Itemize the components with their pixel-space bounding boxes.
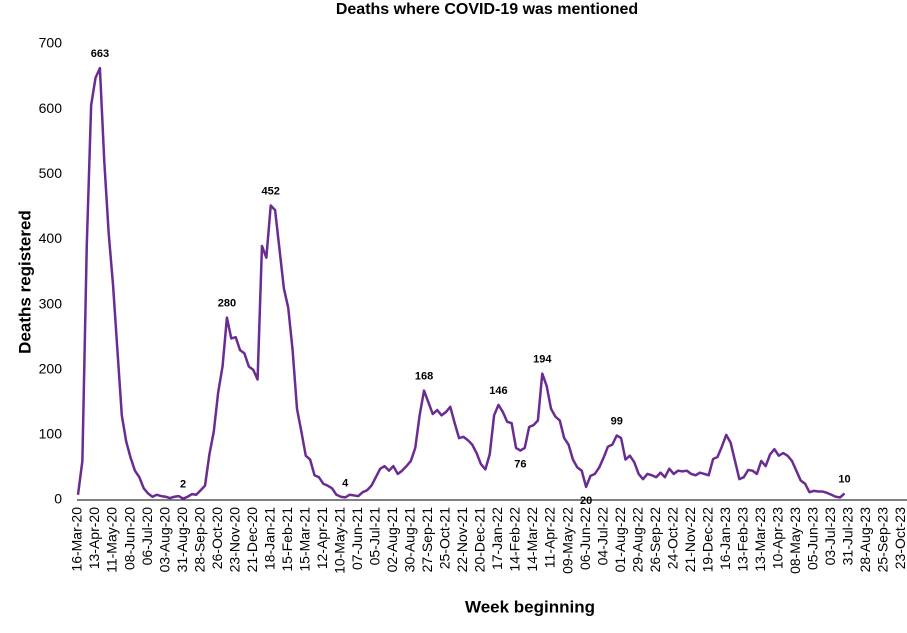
data-label: 168 — [415, 370, 433, 382]
x-tick-label: 09-May-22 — [559, 507, 575, 574]
y-tick-label: 300 — [39, 295, 63, 311]
data-label: 280 — [218, 298, 236, 310]
x-axis-title: Week beginning — [465, 597, 595, 616]
x-tick-label: 29-Aug-22 — [629, 507, 645, 573]
x-tick-label: 30-Aug-21 — [402, 507, 418, 573]
x-tick-label: 15-Feb-21 — [279, 507, 295, 572]
x-tick-label: 25-Sep-23 — [875, 507, 891, 573]
data-label: 4 — [342, 477, 349, 489]
x-tick-label: 10-Apr-23 — [770, 507, 786, 569]
x-tick-label: 26-Sep-22 — [647, 507, 663, 573]
x-tick-label: 28-Sep-20 — [191, 507, 207, 573]
x-tick-label: 20-Dec-21 — [472, 507, 488, 573]
chart-title: Deaths where COVID-19 was mentioned — [336, 1, 638, 18]
data-label: 663 — [91, 48, 109, 60]
y-tick-label: 500 — [39, 165, 63, 181]
x-tick-label: 31-Jul-23 — [840, 507, 856, 566]
x-tick-label: 03-Aug-20 — [156, 507, 172, 573]
y-tick-label: 0 — [54, 491, 62, 507]
x-tick-label: 23-Nov-20 — [226, 507, 242, 573]
y-tick-label: 700 — [39, 35, 63, 51]
y-axis-title: Deaths registered — [15, 210, 34, 354]
x-tick-label: 13-Feb-23 — [734, 507, 750, 572]
x-tick-label: 08-May-23 — [787, 507, 803, 574]
x-tick-label: 02-Aug-21 — [384, 507, 400, 573]
x-tick-label: 15-Mar-21 — [296, 507, 312, 572]
x-tick-label: 26-Oct-20 — [209, 507, 225, 569]
x-tick-label: 14-Mar-22 — [524, 507, 540, 572]
data-label: 20 — [580, 495, 592, 507]
data-label: 194 — [533, 354, 552, 366]
x-tick-label: 13-Apr-20 — [86, 507, 102, 569]
x-tick-label: 06-Jun-22 — [577, 507, 593, 570]
x-tick-label: 10-May-21 — [332, 507, 348, 574]
x-tick-label: 25-Oct-21 — [437, 507, 453, 569]
y-tick-label: 200 — [39, 360, 63, 376]
x-tick-label: 24-Oct-22 — [664, 507, 680, 569]
data-label: 99 — [611, 415, 623, 427]
x-tick-label: 07-Jun-21 — [349, 507, 365, 570]
x-tick-label: 12-Apr-21 — [314, 507, 330, 569]
y-tick-label: 100 — [39, 426, 63, 442]
data-line — [76, 66, 846, 500]
x-tick-label: 11-May-20 — [104, 507, 120, 573]
x-tick-label: 03-Jul-23 — [822, 507, 838, 566]
x-tick-label: 19-Dec-22 — [699, 507, 715, 573]
x-tick-label: 01-Aug-22 — [612, 507, 628, 573]
x-tick-label: 05-Jul-21 — [367, 507, 383, 566]
x-tick-label: 22-Nov-21 — [454, 507, 470, 573]
data-label: 76 — [514, 458, 526, 470]
data-label: 146 — [489, 385, 507, 397]
x-tick-label: 21-Dec-20 — [244, 507, 260, 573]
x-tick-label: 08-Jun-20 — [121, 507, 137, 570]
x-tick-label: 16-Mar-20 — [69, 507, 85, 572]
x-tick-label: 21-Nov-22 — [682, 507, 698, 573]
y-tick-label: 600 — [39, 100, 63, 116]
data-label: 2 — [180, 479, 186, 491]
x-tick-label: 16-Jan-23 — [717, 507, 733, 570]
x-tick-label: 14-Feb-22 — [507, 507, 523, 572]
x-tick-label: 05-Jun-23 — [805, 507, 821, 570]
x-tick-label: 13-Mar-23 — [752, 507, 768, 572]
y-tick-label: 400 — [39, 230, 63, 246]
x-tick-label: 27-Sep-21 — [419, 507, 435, 573]
data-label: 10 — [838, 473, 850, 485]
x-tick-label: 23-Oct-23 — [892, 507, 907, 569]
x-tick-label: 28-Aug-23 — [857, 507, 873, 573]
x-tick-label: 18-Jan-21 — [261, 507, 277, 570]
x-tick-label: 04-Jul-22 — [594, 507, 610, 566]
x-tick-label: 31-Aug-20 — [174, 507, 190, 573]
x-tick-label: 11-Apr-22 — [542, 507, 558, 568]
x-tick-label: 06-Jul-20 — [139, 507, 155, 566]
data-label: 452 — [262, 185, 280, 197]
x-tick-label: 17-Jan-22 — [489, 507, 505, 570]
